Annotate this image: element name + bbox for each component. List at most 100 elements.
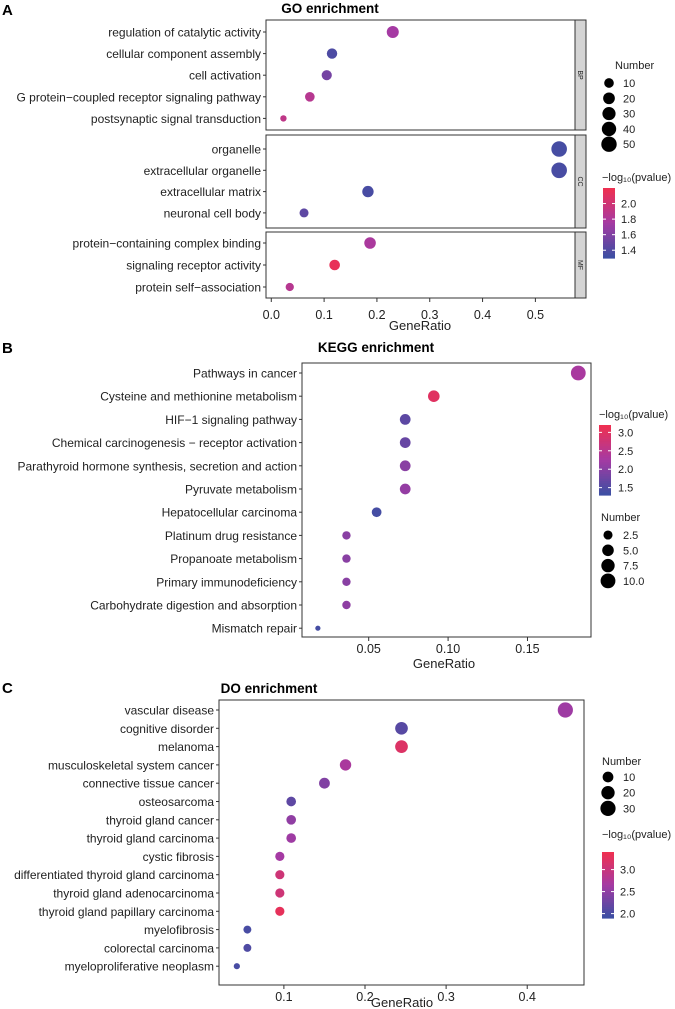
colorbar-segment — [602, 876, 614, 879]
size-legend-dot — [603, 530, 613, 540]
size-legend-label: 20 — [623, 788, 635, 800]
colorbar-segment — [603, 192, 615, 196]
y-tick-label: connective tissue cancer — [83, 777, 214, 791]
x-tick-label: 0.4 — [519, 990, 536, 1004]
y-tick-label: organelle — [212, 143, 262, 157]
colorbar-segment — [603, 213, 615, 217]
colorbar-segment — [603, 230, 615, 233]
data-point-myelofibrosis — [243, 925, 252, 934]
colorbar-segment — [602, 896, 614, 899]
size-legend-dot — [603, 92, 615, 105]
data-point-pathways-in-cancer — [570, 365, 586, 381]
y-tick-label: Carbohydrate digestion and absorption — [90, 599, 297, 613]
size-legend-dot — [600, 573, 616, 589]
colorbar-label: 1.6 — [621, 230, 636, 242]
colorbar-segment — [602, 915, 614, 919]
go-chart-title: GO enrichment — [281, 1, 379, 16]
y-tick-label: myelofibrosis — [144, 923, 214, 937]
data-point-g-protein-coupled-receptor-signaling-pathway — [305, 91, 315, 102]
colorbar-segment — [603, 255, 615, 259]
size-legend-dot — [601, 786, 615, 800]
colorbar-label: 1.8 — [621, 214, 636, 226]
colorbar-segment — [602, 900, 614, 904]
colorbar-segment — [602, 856, 614, 860]
y-tick-label: cellular component assembly — [106, 47, 261, 61]
colorbar-segment — [599, 453, 611, 456]
colorbar-segment — [599, 460, 611, 463]
colorbar-segment — [599, 427, 611, 431]
data-point-protein-containing-complex-binding — [364, 237, 376, 249]
kegg-x-axis-label: GeneRatio — [413, 656, 475, 671]
colorbar-segment — [602, 885, 614, 888]
y-tick-label: Primary immunodeficiency — [156, 575, 297, 589]
go-size-legend-title: Number — [615, 60, 654, 72]
plot-panel-kegg-enrichment — [301, 362, 592, 638]
x-tick-label: 0.1 — [275, 990, 292, 1004]
x-tick-label: 0.3 — [437, 990, 454, 1004]
colorbar-segment — [599, 490, 611, 494]
colorbar-segment — [602, 852, 614, 855]
data-point-parathyroid-hormone-synthesis-secretion-and-action — [399, 460, 411, 472]
colorbar-segment — [602, 858, 614, 862]
do-color-legend-title: −log₁₀(pvalue) — [602, 829, 671, 841]
y-tick-label: Propanoate metabolism — [170, 552, 297, 566]
y-tick-label: Mismatch repair — [212, 622, 297, 636]
facet-strip-label: MF — [576, 260, 583, 270]
y-tick-label: thyroid gland adenocarcinoma — [53, 887, 214, 901]
colorbar-segment — [599, 450, 611, 454]
plot-panel-do-enrichment — [218, 699, 585, 986]
colorbar-segment — [599, 434, 611, 438]
y-tick-label: cognitive disorder — [120, 722, 214, 736]
colorbar-segment — [602, 871, 614, 875]
x-tick-label: 0.3 — [421, 308, 438, 322]
data-point-signaling-receptor-activity — [329, 259, 340, 271]
data-point-hepatocellular-carcinoma — [371, 507, 382, 518]
colorbar-segment — [603, 225, 615, 229]
data-point-carbohydrate-digestion-and-absorption — [342, 600, 351, 610]
colorbar-segment — [603, 253, 615, 257]
colorbar-segment — [599, 439, 611, 442]
colorbar-segment — [599, 469, 611, 473]
colorbar-segment — [602, 882, 614, 886]
colorbar-segment — [599, 483, 611, 487]
y-tick-label: thyroid gland cancer — [106, 813, 214, 827]
size-legend-dot — [602, 771, 614, 783]
x-tick-label: 0.2 — [356, 990, 373, 1004]
colorbar-segment — [603, 197, 615, 201]
colorbar-segment — [602, 863, 614, 866]
x-tick-label: 0.2 — [368, 308, 385, 322]
facet-strip-bp — [574, 19, 587, 131]
y-tick-label: cystic fibrosis — [143, 850, 214, 864]
data-point-primary-immunodeficiency — [342, 577, 351, 586]
data-point-cellular-component-assembly — [326, 48, 338, 59]
y-tick-label: Platinum drug resistance — [165, 529, 297, 543]
colorbar-segment — [603, 195, 615, 198]
y-tick-label: vascular disease — [125, 704, 215, 718]
data-point-melanoma — [395, 740, 408, 753]
y-tick-label: G protein−coupled receptor signaling pat… — [17, 90, 262, 104]
y-tick-label: extracellular matrix — [160, 185, 261, 199]
data-point-thyroid-gland-adenocarcinoma — [275, 888, 285, 898]
y-tick-label: osteosarcoma — [139, 795, 215, 809]
colorbar-segment — [599, 446, 611, 449]
data-point-cysteine-and-methionine-metabolism — [427, 390, 440, 403]
colorbar-segment — [599, 455, 611, 459]
y-tick-label: melanoma — [158, 740, 214, 754]
facet-strip-mf — [574, 231, 587, 299]
y-tick-label: protein−containing complex binding — [73, 237, 261, 251]
colorbar-segment — [599, 462, 611, 466]
y-tick-label: extracellular organelle — [144, 164, 262, 178]
colorbar-segment — [603, 234, 615, 238]
data-point-platinum-drug-resistance — [342, 531, 351, 540]
x-tick-label: 0.1 — [315, 308, 332, 322]
colorbar-segment — [599, 485, 611, 489]
colorbar-segment — [602, 904, 614, 908]
colorbar-segment — [603, 218, 615, 222]
y-tick-label: Pyruvate metabolism — [185, 483, 297, 497]
colorbar-segment — [603, 209, 615, 212]
y-tick-label: Pathways in cancer — [193, 367, 297, 381]
colorbar-segment — [603, 244, 615, 247]
y-tick-label: signaling receptor activity — [126, 259, 261, 273]
size-legend-label: 10 — [623, 78, 635, 90]
colorbar-segment — [603, 246, 615, 250]
